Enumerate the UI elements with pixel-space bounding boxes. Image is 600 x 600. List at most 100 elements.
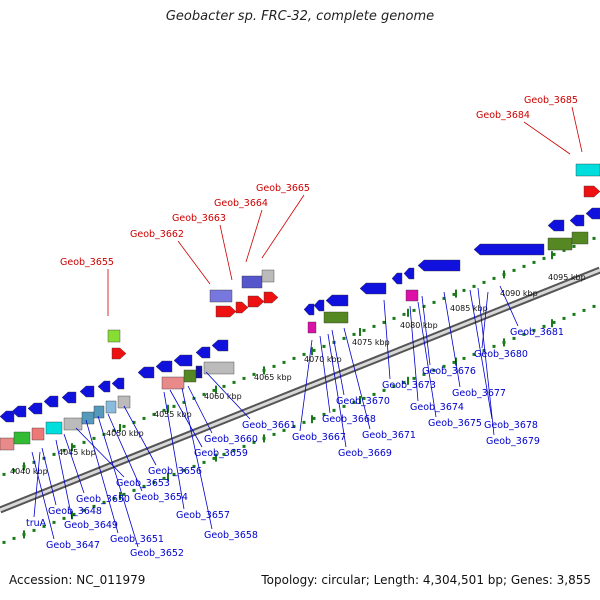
lower-callout-line [31, 451, 55, 540]
gene-block [183, 369, 197, 383]
inner-dot-track-dot [72, 512, 76, 516]
upper-callout-line [523, 121, 571, 155]
scale-tick-label: 4050 kbp [106, 429, 144, 438]
scale-tick-label: 4075 kbp [352, 338, 390, 347]
inner-dot-track-dot [472, 352, 476, 356]
outer-dot-track-dot [522, 264, 526, 268]
inner-dot-track-dot [112, 496, 116, 500]
outer-dot-track-dot [242, 376, 246, 380]
scale-tick-label: 4045 kbp [58, 448, 96, 457]
inner-dot-track-dot [172, 472, 176, 476]
outer-dot-track-dot [162, 408, 166, 412]
outer-dot-track-dot [122, 424, 126, 428]
outer-dot-track-dot [172, 404, 176, 408]
inner-dot-track-dot [312, 416, 316, 420]
outer-dot-track-dot [552, 252, 556, 256]
gene-block-blue [547, 219, 565, 232]
outer-dot-track-dot [72, 444, 76, 448]
outer-dot-track-dot [92, 436, 96, 440]
inner-dot-track-dot [402, 380, 406, 384]
gene-block-red [263, 291, 279, 304]
outer-dot-track-dot [562, 248, 566, 252]
lower-callout-line [85, 419, 119, 534]
inner-dot-track-dot [2, 540, 6, 544]
gene-block-blue [585, 207, 600, 220]
upper-callout-line [219, 224, 233, 281]
gene-block-blue [391, 272, 403, 285]
scale-tick-label: 4080 kbp [400, 321, 438, 330]
lower-gene-label: Geob_3653 [116, 478, 170, 489]
scale-tick-label: 4095 kbp [548, 273, 586, 282]
inner-dot-track-dot [252, 440, 256, 444]
lower-gene-label: Geob_3659 [194, 448, 248, 459]
inner-dot-track-dot [122, 492, 126, 496]
gene-block-upper [547, 237, 573, 251]
lower-callout-line [481, 291, 489, 349]
gene-block [161, 376, 185, 390]
outer-dot-track-dot [482, 280, 486, 284]
outer-dot-track-dot [142, 416, 146, 420]
lower-gene-label: Geob_3651 [110, 534, 164, 545]
gene-block-upper [571, 231, 589, 245]
inner-dot-track-dot [492, 344, 496, 348]
outer-dot-track-dot [452, 292, 456, 296]
inner-dot-track-dot [62, 516, 66, 520]
outer-dot-track-dot [12, 468, 16, 472]
gene-block [13, 431, 31, 445]
lower-callout-line [41, 447, 57, 506]
gene-block-upper [261, 269, 275, 283]
upper-gene-label: Geob_3655 [60, 257, 114, 268]
inner-dot-track-dot [102, 500, 106, 504]
lower-gene-label: Geob_3652 [130, 548, 184, 559]
gene-block-blue [473, 243, 545, 256]
scale-tick-label: 4055 kbp [154, 410, 192, 419]
inner-dot-track-dot [552, 320, 556, 324]
gene-block [203, 361, 235, 375]
outer-dot-track-dot [342, 336, 346, 340]
lower-callout-line [205, 371, 251, 420]
outer-dot-track-dot [572, 244, 576, 248]
outer-dot-track-dot [532, 260, 536, 264]
outer-dot-track-dot [442, 296, 446, 300]
gene-block-blue [97, 380, 111, 393]
gene-block-red [215, 305, 237, 318]
outer-dot-track-dot [312, 348, 316, 352]
gene-block-upper [241, 275, 263, 289]
gene-block-blue [155, 360, 173, 373]
inner-dot-track-dot [582, 308, 586, 312]
gene-block-red [235, 301, 249, 314]
outer-dot-track-dot [202, 392, 206, 396]
inner-dot-track-dot [482, 348, 486, 352]
inner-dot-track-dot [322, 412, 326, 416]
outer-dot-track-dot [592, 236, 596, 240]
inner-dot-track-dot [142, 484, 146, 488]
upper-callout-line [571, 106, 583, 153]
inner-dot-track-dot [272, 432, 276, 436]
outer-dot-track-dot [432, 300, 436, 304]
lower-callout-line [421, 295, 431, 366]
outer-dot-track-dot [352, 332, 356, 336]
outer-dot-track-dot [32, 460, 36, 464]
outer-dot-track-dot [52, 452, 56, 456]
lower-callout-line [169, 389, 203, 448]
lower-gene-label: Geob_3648 [48, 506, 102, 517]
lower-gene-label: Geob_3668 [322, 414, 376, 425]
lower-gene-label: Geob_3681 [510, 327, 564, 338]
outer-dot-track-dot [472, 284, 476, 288]
gene-block-upper [107, 329, 121, 343]
inner-dot-track-dot [432, 368, 436, 372]
lower-gene-label: truA [26, 518, 47, 529]
lower-gene-label: Geob_3674 [410, 402, 464, 413]
inner-dot-track-dot [12, 536, 16, 540]
gene-block-upper [575, 163, 600, 177]
lower-callout-line [299, 339, 313, 432]
outer-dot-track-dot [512, 268, 516, 272]
inner-dot-track-dot [542, 324, 546, 328]
lower-gene-label: Geob_3649 [64, 520, 118, 531]
outer-dot-track-dot [272, 364, 276, 368]
lower-gene-label: Geob_3658 [204, 530, 258, 541]
outer-dot-track-dot [372, 324, 376, 328]
gene-block [195, 365, 203, 379]
inner-dot-track-dot [522, 332, 526, 336]
